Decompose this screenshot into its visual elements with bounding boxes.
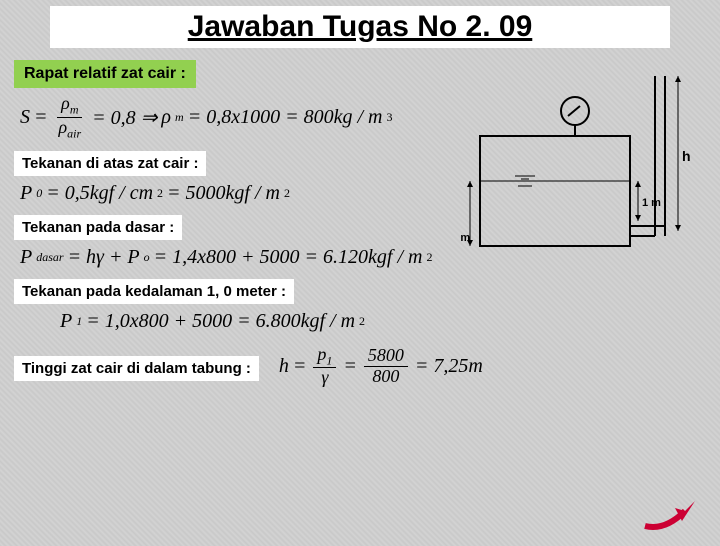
dim-1m: 1 m (642, 197, 661, 209)
h-label: h (682, 148, 690, 164)
next-arrow-icon (640, 496, 700, 536)
p0: P (20, 182, 32, 205)
eq: = (34, 106, 48, 129)
frac-p1g: p1 γ (313, 345, 336, 389)
eq5a: = (293, 355, 307, 378)
title-bar: Jawaban Tugas No 2. 09 (50, 6, 670, 48)
frac-nums: 5800 800 (364, 346, 408, 387)
dim-14m: 1,4 m (460, 232, 470, 244)
eq5b: = (343, 355, 357, 378)
section1-label: Rapat relatif zat cair : (14, 60, 196, 88)
s-var: S (20, 106, 30, 129)
tank-diagram: h 1 m 1,4 m (460, 66, 690, 266)
section2-label: Tekanan di atas zat cair : (14, 151, 206, 176)
page-title: Jawaban Tugas No 2. 09 (188, 10, 533, 43)
p1: P (60, 310, 72, 333)
pdasar: P (20, 246, 32, 269)
mid: = 0,8 ⇒ (92, 105, 157, 130)
section3-label: Tekanan pada dasar : (14, 215, 182, 240)
rhs5: = 7,25m (415, 355, 483, 378)
rhs4: = 1,0x800 + 5000 = 6.800kgf / m (86, 310, 355, 333)
formula-5: h = p1 γ = 5800 800 = 7,25m (279, 345, 483, 389)
rho-m: ρ (161, 106, 171, 129)
section4-label: Tekanan pada kedalaman 1, 0 meter : (14, 279, 294, 304)
frac-rho: ρm ρair (55, 94, 86, 141)
eq3a: = hγ + P (68, 246, 140, 269)
rhs3: = 1,4x800 + 5000 = 6.120kgf / m (154, 246, 423, 269)
section5-label: Tinggi zat cair di dalam tabung : (14, 356, 259, 381)
eq2b: = 5000kgf / m (167, 182, 280, 205)
h-var: h (279, 355, 289, 378)
rhs1: = 0,8x1000 = 800kg / m (188, 106, 383, 129)
formula-4: P1 = 1,0x800 + 5000 = 6.800kgf / m2 (60, 310, 720, 333)
diagram-svg: h 1 m 1,4 m (460, 66, 690, 266)
eq2a: = 0,5kgf / cm (46, 182, 153, 205)
